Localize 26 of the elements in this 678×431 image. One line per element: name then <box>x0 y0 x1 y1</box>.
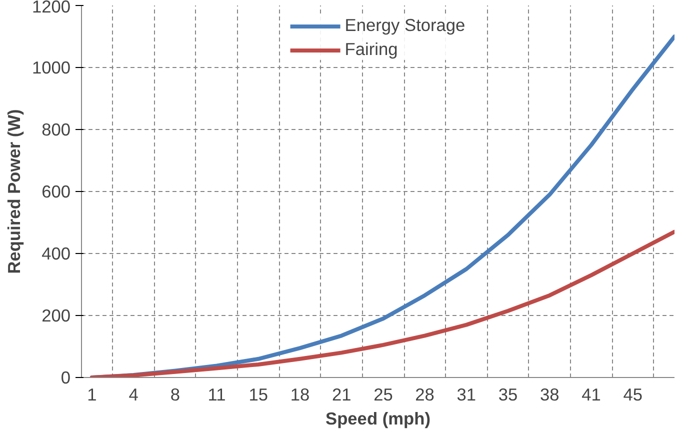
legend-label: Fairing <box>344 39 398 60</box>
x-tick-label: 8 <box>170 384 180 404</box>
x-tick-label: 11 <box>208 384 226 404</box>
y-tick-label: 400 <box>42 244 71 264</box>
y-axis-title: Required Power (W) <box>4 109 24 274</box>
x-tick-label: 41 <box>582 384 601 404</box>
x-tick-label: 1 <box>87 384 97 404</box>
x-tick-label: 38 <box>540 384 560 404</box>
y-tick-label: 1200 <box>32 0 71 16</box>
y-tick-label: 0 <box>60 368 71 388</box>
x-tick-label: 45 <box>623 384 643 404</box>
x-tick-label: 28 <box>415 384 434 404</box>
x-tick-label: 18 <box>290 384 310 404</box>
y-tick-label: 800 <box>42 120 71 140</box>
x-tick-label: 21 <box>332 384 352 404</box>
x-tick-label: 4 <box>128 384 139 404</box>
x-tick-label: 25 <box>374 384 393 404</box>
legend-label: Energy Storage <box>344 15 466 36</box>
y-tick-label: 600 <box>42 182 71 202</box>
y-tick-label: 200 <box>42 306 71 326</box>
x-tick-label: 35 <box>498 384 518 404</box>
x-axis-title: Speed (mph) <box>326 408 430 428</box>
y-tick-label: 1000 <box>32 58 71 78</box>
x-tick-label: 15 <box>248 384 268 404</box>
x-tick-label: 31 <box>456 384 476 404</box>
line-series <box>90 230 674 378</box>
